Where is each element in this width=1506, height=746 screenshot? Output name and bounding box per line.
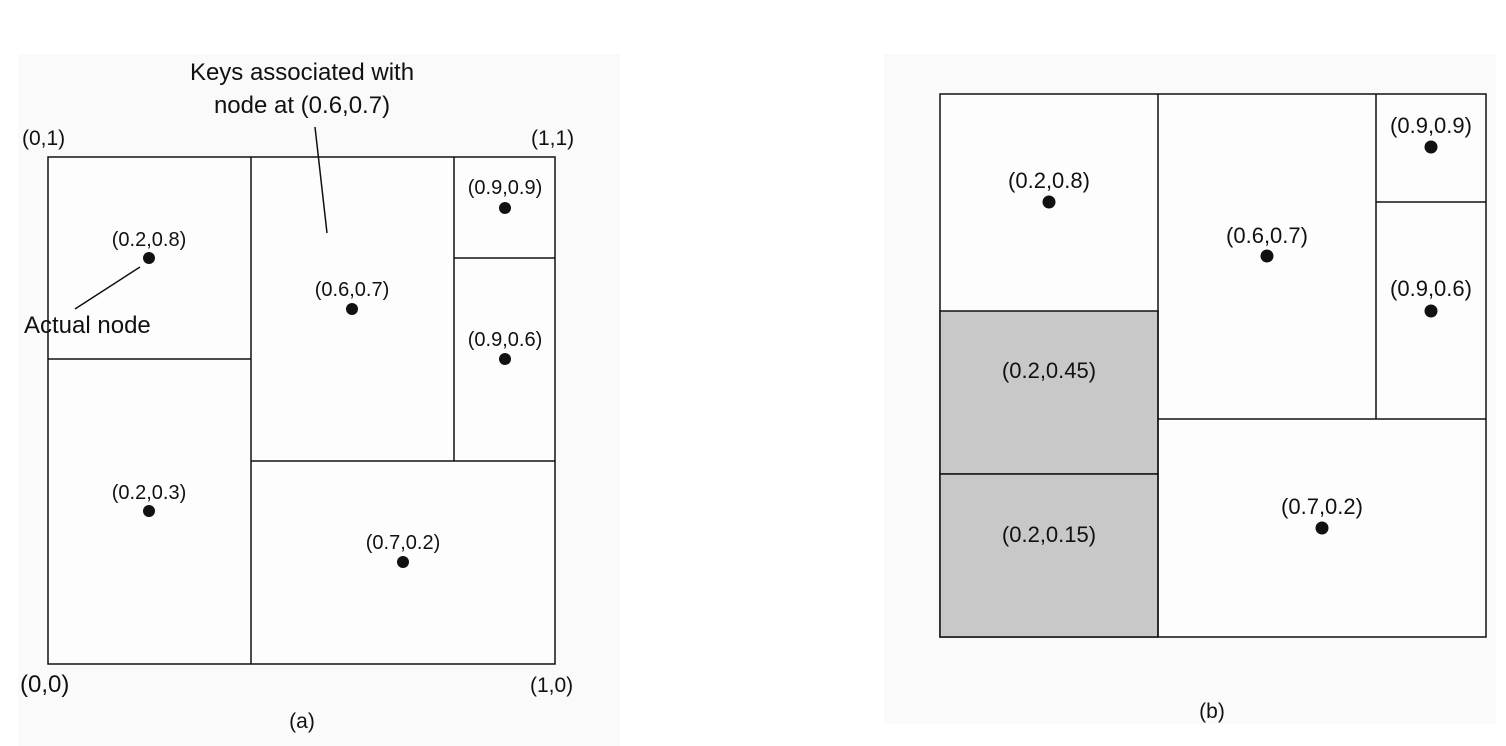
corner-top-right: (1,1) [531, 127, 574, 150]
node-label: (0.9,0.6) [1390, 276, 1472, 301]
actual-node-leader [74, 266, 141, 310]
panel-a: Keys associated with node at (0.6,0.7) (… [18, 54, 620, 746]
panel-a-caption: (a) [289, 710, 315, 733]
corner-top-left: (0,1) [22, 127, 65, 150]
shaded-region-upper-label: (0.2,0.45) [1002, 358, 1096, 383]
node-label: (0.7,0.2) [1281, 494, 1363, 519]
keys-callout-line1: Keys associated with [190, 59, 414, 86]
shaded-region-lower-label: (0.2,0.15) [1002, 522, 1096, 547]
node-dot [1260, 249, 1274, 263]
node-a-2: (0.6,0.7) [315, 279, 389, 315]
node-label: (0.6,0.7) [1226, 223, 1308, 248]
panel-a-key-space [47, 156, 556, 665]
node-dot [143, 505, 155, 517]
node-label: (0.2,0.8) [1008, 168, 1090, 193]
node-dot [1424, 140, 1438, 154]
node-dot [143, 252, 155, 264]
node-dot [499, 202, 511, 214]
corner-bottom-left: (0,0) [20, 671, 69, 698]
keys-callout-line2: node at (0.6,0.7) [214, 92, 390, 119]
node-dot [397, 556, 409, 568]
keys-callout-leader [314, 126, 328, 234]
node-a-3: (0.9,0.9) [468, 177, 542, 214]
node-b-1: (0.2,0.8) [1008, 168, 1090, 209]
actual-node-callout: Actual node [24, 312, 151, 339]
node-b-3: (0.9,0.9) [1390, 113, 1472, 154]
node-dot [1315, 521, 1329, 535]
node-a-1: (0.2,0.8) [112, 229, 186, 264]
shaded-region-upper [939, 310, 1159, 475]
node-dot [1424, 304, 1438, 318]
node-dot [1042, 195, 1056, 209]
node-a-6: (0.7,0.2) [366, 532, 440, 568]
node-label: (0.7,0.2) [366, 532, 440, 554]
node-label: (0.2,0.8) [112, 229, 186, 251]
panel-b-caption: (b) [1199, 700, 1225, 723]
node-b-2: (0.6,0.7) [1226, 223, 1308, 263]
node-dot [346, 303, 358, 315]
node-label: (0.9,0.9) [1390, 113, 1472, 138]
corner-bottom-right: (1,0) [530, 674, 573, 697]
node-label: (0.2,0.3) [112, 482, 186, 504]
node-dot [499, 353, 511, 365]
node-label: (0.9,0.9) [468, 177, 542, 199]
node-label: (0.6,0.7) [315, 279, 389, 301]
shaded-region-lower [939, 473, 1159, 638]
node-label: (0.9,0.6) [468, 329, 542, 351]
node-b-4: (0.9,0.6) [1390, 276, 1472, 318]
node-b-5: (0.7,0.2) [1281, 494, 1363, 535]
node-a-5: (0.2,0.3) [112, 482, 186, 517]
node-a-4: (0.9,0.6) [468, 329, 542, 365]
panel-b: (0.2,0.45) (0.2,0.15) (0.2,0.8) (0.6,0.7… [884, 54, 1496, 724]
